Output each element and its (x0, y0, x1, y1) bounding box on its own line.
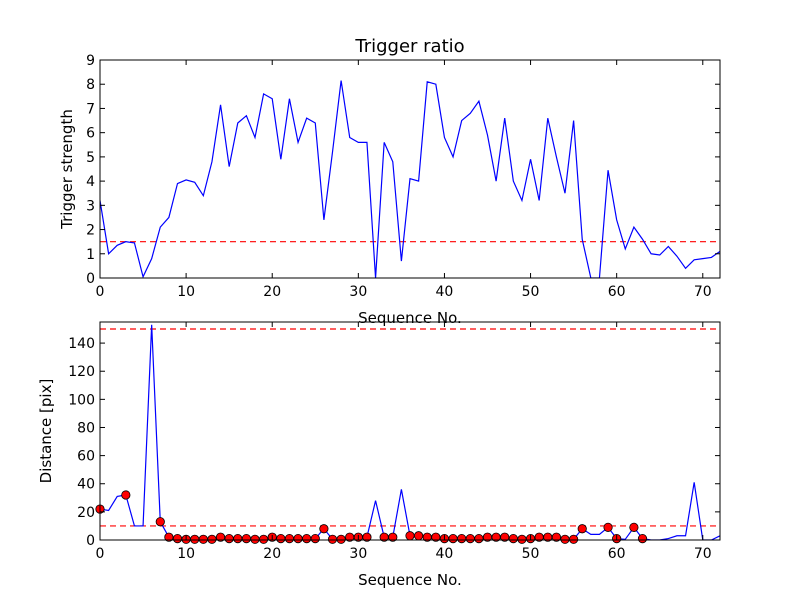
distance-point-42 (457, 533, 467, 544)
distance-point-39 (431, 532, 441, 542)
distance-point-14 (215, 532, 226, 542)
trigger-ytick-label: 7 (86, 101, 95, 117)
distance-point-16 (233, 533, 243, 544)
distance-xtick-label: 10 (177, 546, 195, 562)
distance-ytick-label: 100 (68, 392, 95, 408)
distance-chart: 0 10 20 30 40 50 60 70 0 20 40 60 80 100 120 140 Sequenc… (37, 321, 721, 589)
distance-point-47 (500, 532, 510, 542)
distance-point-41 (448, 533, 458, 544)
distance-point-26 (319, 524, 329, 534)
trigger-ratio-chart: Trigger ratio 0 10 20 30 40 50 60 70 0 1 2 3 4 5 6 7 8 9 Se… (58, 36, 721, 327)
trigger-ytick-label: 5 (86, 150, 95, 166)
distance-point-19 (259, 534, 269, 544)
distance-point-55 (569, 534, 579, 544)
distance-point-24 (302, 533, 312, 544)
distance-point-28 (336, 534, 346, 544)
distance-xtick-label: 60 (608, 546, 626, 562)
distance-y-axis-label: Distance [pix] (37, 379, 55, 484)
distance-point-12 (198, 534, 208, 544)
trigger-ytick-label: 9 (86, 53, 95, 69)
distance-point-15 (224, 533, 234, 544)
trigger-xtick-label: 20 (263, 284, 281, 300)
trigger-xtick-label: 40 (436, 284, 454, 300)
distance-point-36 (405, 531, 415, 541)
distance-point-18 (250, 534, 260, 544)
distance-ytick-label: 140 (68, 336, 95, 352)
distance-ytick-label: 0 (86, 533, 95, 549)
trigger-ytick-label: 1 (86, 247, 95, 263)
distance-point-34 (388, 532, 398, 542)
distance-point-43 (465, 533, 475, 544)
distance-ytick-label: 60 (77, 449, 95, 465)
trigger-ytick-label: 0 (86, 271, 95, 287)
distance-ytick-label: 20 (77, 505, 95, 521)
trigger-plot-frame (99, 59, 721, 279)
distance-point-62 (629, 522, 639, 532)
distance-point-13 (207, 534, 217, 544)
trigger-ytick-label: 8 (86, 77, 95, 93)
trigger-series-line (100, 80, 720, 278)
distance-point-53 (551, 532, 561, 542)
distance-x-axis-label: Sequence No. (358, 571, 462, 589)
distance-point-63 (637, 533, 648, 544)
distance-xtick-label: 20 (263, 546, 281, 562)
distance-plot-frame (99, 321, 721, 541)
trigger-xtick-label: 70 (694, 284, 712, 300)
trigger-chart-title: Trigger ratio (354, 36, 464, 57)
distance-point-23 (293, 533, 303, 544)
distance-point-25 (310, 533, 320, 544)
distance-point-59 (603, 522, 613, 532)
distance-point-48 (508, 533, 518, 544)
distance-point-27 (327, 534, 338, 544)
distance-ytick-label: 40 (77, 477, 95, 493)
trigger-ytick-label: 3 (86, 198, 95, 214)
distance-point-37 (414, 531, 424, 541)
trigger-xtick-label: 10 (177, 284, 195, 300)
distance-point-54 (560, 534, 570, 544)
trigger-y-axis-label: Trigger strength (58, 109, 76, 230)
trigger-xtick-label: 60 (608, 284, 626, 300)
distance-point-11 (190, 534, 200, 544)
distance-point-56 (577, 524, 587, 534)
distance-point-21 (276, 533, 286, 544)
distance-point-7 (155, 517, 165, 527)
distance-ytick-label: 80 (77, 420, 95, 436)
distance-point-8 (164, 532, 174, 542)
distance-xtick-label: 0 (96, 546, 105, 562)
distance-xtick-label: 50 (522, 546, 540, 562)
trigger-ytick-label: 6 (86, 126, 95, 142)
distance-point-3 (121, 490, 131, 500)
trigger-ytick-label: 2 (86, 223, 95, 239)
distance-point-31 (362, 532, 372, 542)
distance-point-49 (517, 534, 527, 544)
trigger-xtick-label: 50 (522, 284, 540, 300)
distance-point-44 (474, 533, 484, 544)
distance-xtick-label: 30 (349, 546, 367, 562)
distance-ytick-label: 120 (68, 364, 95, 380)
distance-point-9 (172, 533, 183, 544)
distance-xtick-label: 70 (694, 546, 712, 562)
trigger-x-axis-label: Sequence No. (358, 309, 462, 327)
trigger-xtick-label: 0 (96, 284, 105, 300)
distance-point-22 (284, 533, 295, 544)
trigger-ytick-label: 4 (86, 174, 95, 190)
trigger-xtick-label: 30 (349, 284, 367, 300)
distance-xtick-label: 40 (436, 546, 454, 562)
distance-point-17 (241, 533, 251, 544)
